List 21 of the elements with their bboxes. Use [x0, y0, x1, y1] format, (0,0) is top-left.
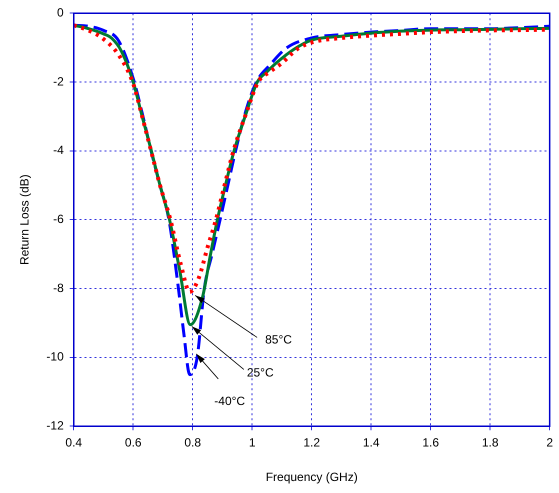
y-axis-title: Return Loss (dB)	[18, 174, 32, 266]
x-tick-label: 0.4	[65, 436, 82, 450]
annotation: 85°C	[265, 332, 292, 347]
x-axis-title: Frequency (GHz)	[266, 470, 358, 484]
x-tick-label: 1.8	[482, 436, 499, 450]
x-tick-label: 1	[248, 436, 256, 450]
y-tick-label: -8	[53, 280, 64, 295]
x-tick-label: 0.6	[124, 436, 142, 450]
y-tick-label: -4	[53, 143, 64, 158]
y-tick-label: -2	[53, 74, 64, 88]
y-tick-label: 0	[57, 6, 64, 20]
x-tick-label: 1.2	[303, 436, 320, 450]
x-tick-label: 1.6	[422, 436, 440, 450]
y-tick-label: -10	[46, 350, 64, 364]
y-tick-label: -6	[53, 212, 64, 226]
x-tick-label: 0.8	[184, 436, 202, 450]
annotation: -40°C	[214, 394, 246, 408]
x-tick-label: 1.4	[362, 436, 380, 450]
y-tick-label: -12	[46, 418, 64, 433]
x-tick-label: 2	[546, 436, 554, 450]
annotation: 25°C	[246, 366, 274, 380]
